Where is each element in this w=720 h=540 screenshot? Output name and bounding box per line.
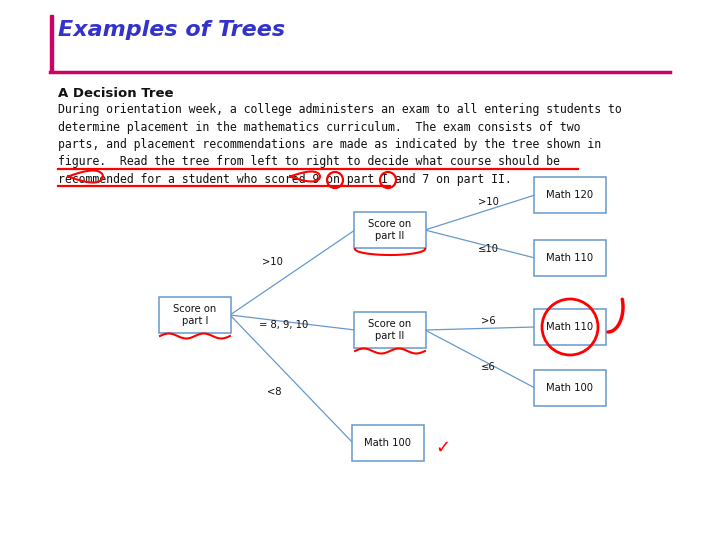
Text: <8: <8 — [266, 387, 282, 397]
FancyBboxPatch shape — [534, 309, 606, 345]
Text: ≤10: ≤10 — [477, 244, 498, 254]
Text: Math 120: Math 120 — [546, 190, 593, 200]
Text: = 8, 9, 10: = 8, 9, 10 — [259, 320, 309, 330]
Text: ✓: ✓ — [435, 439, 450, 457]
Text: determine placement in the mathematics curriculum.  The exam consists of two: determine placement in the mathematics c… — [58, 120, 580, 133]
FancyBboxPatch shape — [534, 370, 606, 406]
Text: >10: >10 — [261, 257, 282, 267]
Text: >6: >6 — [481, 316, 495, 326]
Text: Math 110: Math 110 — [546, 322, 593, 332]
Text: Score on
part II: Score on part II — [369, 319, 412, 341]
Text: >10: >10 — [477, 197, 498, 207]
FancyBboxPatch shape — [159, 297, 231, 333]
Text: recommended for a student who scored 9 on part I and 7 on part II.: recommended for a student who scored 9 o… — [58, 173, 512, 186]
Text: Math 100: Math 100 — [546, 383, 593, 393]
Text: Math 100: Math 100 — [364, 438, 412, 448]
FancyBboxPatch shape — [352, 425, 424, 461]
Text: During orientation week, a college administers an exam to all entering students : During orientation week, a college admin… — [58, 103, 622, 116]
Text: parts, and placement recommendations are made as indicated by the tree shown in: parts, and placement recommendations are… — [58, 138, 601, 151]
FancyBboxPatch shape — [534, 240, 606, 276]
Text: A Decision Tree: A Decision Tree — [58, 87, 174, 100]
FancyBboxPatch shape — [354, 312, 426, 348]
Text: Examples of Trees: Examples of Trees — [58, 20, 285, 40]
Text: Score on
part II: Score on part II — [369, 219, 412, 241]
Text: Math 110: Math 110 — [546, 253, 593, 263]
Bar — [50, 15, 53, 70]
FancyBboxPatch shape — [534, 177, 606, 213]
Text: Score on
part I: Score on part I — [174, 303, 217, 326]
Text: figure.  Read the tree from left to right to decide what course should be: figure. Read the tree from left to right… — [58, 156, 560, 168]
FancyBboxPatch shape — [354, 212, 426, 248]
Text: ≤6: ≤6 — [481, 362, 495, 372]
